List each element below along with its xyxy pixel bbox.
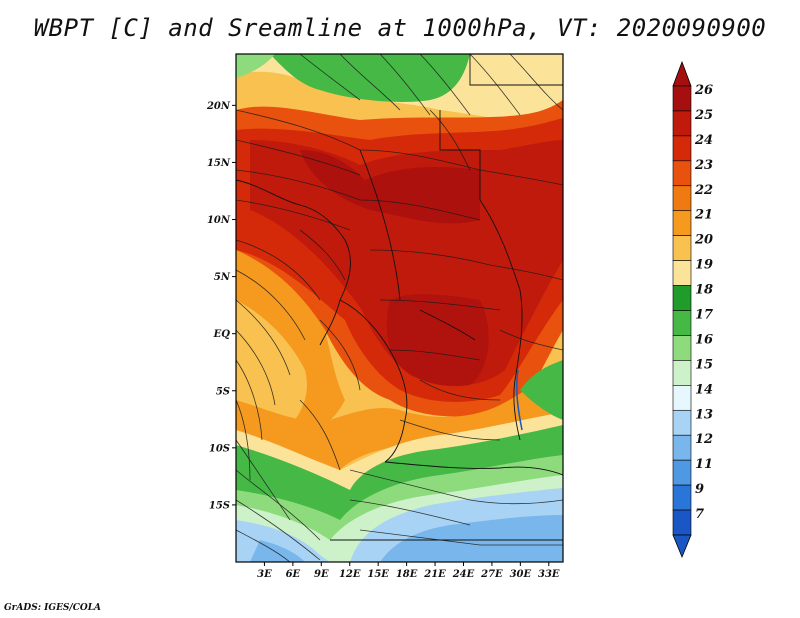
lon-tick-label: 3E <box>257 569 272 580</box>
lat-tick-label: 10N <box>207 215 231 226</box>
lat-tick-label: 15N <box>207 158 231 169</box>
colorbar-label: 11 <box>695 457 713 472</box>
lon-tick-label: 9E <box>314 569 329 580</box>
lon-tick-label: 30E <box>510 569 532 580</box>
colorbar-label: 19 <box>695 258 713 273</box>
colorbar-label: 24 <box>694 133 713 148</box>
colorbar-label: 17 <box>695 308 713 323</box>
lon-tick-label: 15E <box>367 569 389 580</box>
colorbar-segment <box>672 160 692 187</box>
lon-tick-label: 6E <box>286 569 301 580</box>
grads-credit: GrADS: IGES/COLA <box>4 603 102 613</box>
colorbar-label: 9 <box>695 482 704 497</box>
colorbar-segment <box>672 210 692 236</box>
colorbar-label: 26 <box>694 83 713 98</box>
lat-tick-label: 5S <box>216 386 230 397</box>
colorbar-segment <box>672 135 692 162</box>
lat-tick-label: 15S <box>209 500 230 511</box>
colorbar-segment <box>672 235 692 261</box>
colorbar-segment <box>672 185 692 212</box>
lon-tick-label: 18E <box>396 569 418 580</box>
colorbar-label: 21 <box>694 208 713 223</box>
lat-tick-label: 10S <box>209 443 230 454</box>
lon-tick-label: 33E <box>538 569 560 580</box>
lon-tick-label: 12E <box>339 569 361 580</box>
latitude-axis: 20N 15N 10N 5N EQ 5S 10S 15S <box>206 101 236 511</box>
colorbar-label: 12 <box>695 432 713 447</box>
lat-tick-label: EQ <box>213 329 231 340</box>
colorbar-label: 20 <box>694 233 713 248</box>
political-boundaries <box>236 54 563 541</box>
colorbar-label: 22 <box>694 183 713 198</box>
colorbar-label: 23 <box>694 158 713 173</box>
colorbar-label: 13 <box>695 407 713 422</box>
colorbar-label: 14 <box>695 382 713 397</box>
map-frame <box>235 53 564 563</box>
colorbar-segment <box>672 459 692 486</box>
colorbar-segment <box>672 285 692 311</box>
wbpt-field <box>236 54 563 562</box>
chart-title: WBPT [C] and Sreamline at 1000hPa, VT: 2… <box>33 14 767 42</box>
lon-tick-label: 27E <box>480 569 503 580</box>
lon-tick-label: 24E <box>452 569 475 580</box>
colorbar-segment <box>672 484 692 511</box>
colorbar-label: 25 <box>694 108 713 123</box>
colorbar-label: 15 <box>695 357 713 372</box>
colorbar-segment <box>672 85 692 112</box>
lat-tick-label: 20N <box>206 101 231 112</box>
lake-outline <box>516 369 523 431</box>
colorbar-label: 7 <box>695 507 704 522</box>
streamlines <box>236 54 563 562</box>
colorbar-label: 18 <box>695 283 713 298</box>
colorbar-segment <box>672 385 692 411</box>
colorbar-segment <box>672 409 692 436</box>
lon-tick-label: 21E <box>423 569 446 580</box>
colorbar-segment <box>672 110 692 137</box>
colorbar-top-arrow <box>672 60 692 87</box>
colorbar-segment <box>672 310 692 336</box>
colorbar-segment <box>672 434 692 461</box>
longitude-axis: 3E 6E 9E 12E 15E 18E 21E 24E 27E 30E 33E <box>257 562 560 580</box>
colorbar-segment <box>672 360 692 386</box>
lat-tick-label: 5N <box>214 272 231 283</box>
colorbar-segment <box>672 335 692 361</box>
colorbar-label: 16 <box>695 332 713 347</box>
colorbar-segment <box>672 509 692 536</box>
colorbar-bottom-arrow <box>672 534 692 559</box>
colorbar-segment <box>672 260 692 286</box>
